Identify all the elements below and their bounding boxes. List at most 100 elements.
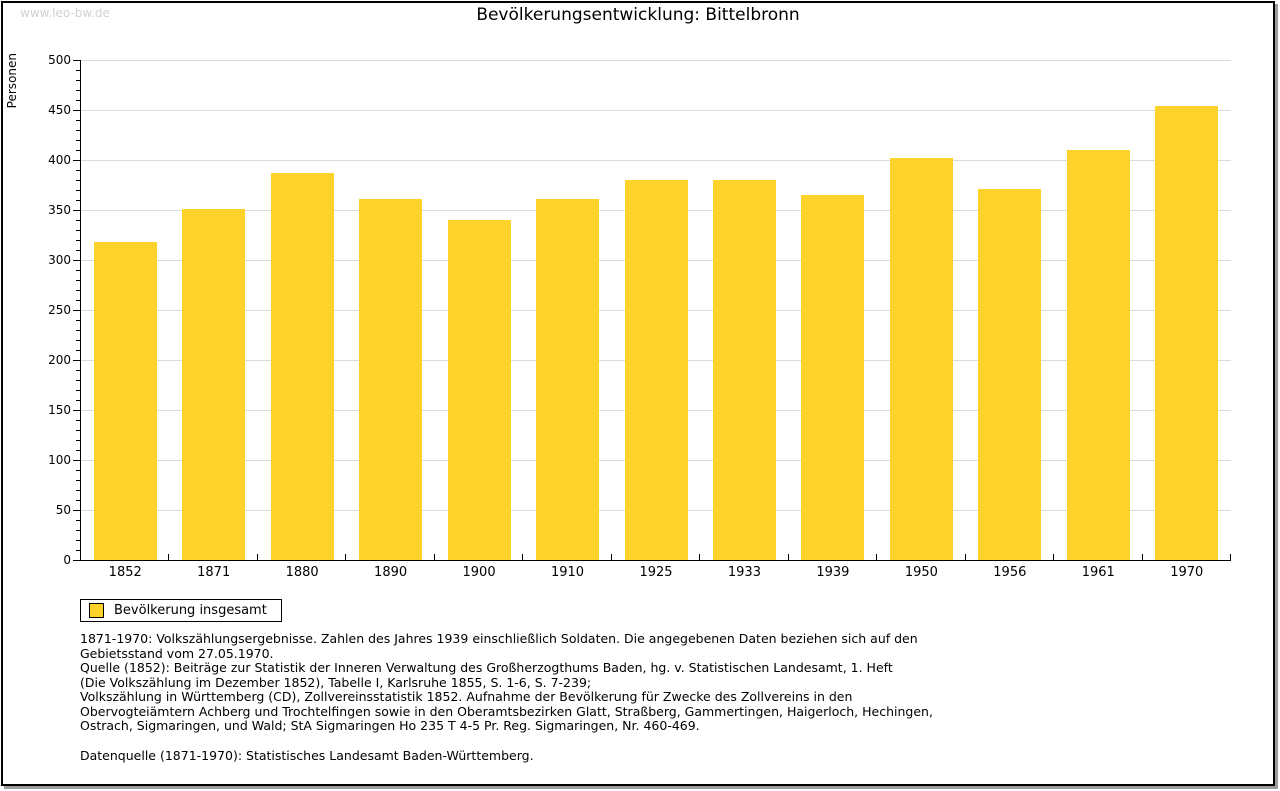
bar-1880 xyxy=(270,173,334,560)
y-tick-label-350: 350 xyxy=(48,203,71,217)
y-tick-label-0: 0 xyxy=(63,553,71,567)
bar-1961 xyxy=(1066,150,1130,560)
x-tick-label-1890: 1890 xyxy=(374,565,408,580)
source-notes: 1871-1970: Volkszählungsergebnisse. Zahl… xyxy=(80,631,1210,763)
x-boundary-tick-6 xyxy=(610,554,612,560)
y-minor-tick-380 xyxy=(76,180,80,181)
x-boundary-tick-5 xyxy=(522,554,524,560)
y-minor-tick-410 xyxy=(76,150,80,151)
y-major-tick-50 xyxy=(73,510,80,511)
y-tick-label-250: 250 xyxy=(48,303,71,317)
watermark: www.leo-bw.de xyxy=(20,6,110,20)
bar-1970 xyxy=(1155,106,1219,560)
x-tick-label-1950: 1950 xyxy=(904,565,938,580)
x-tick-label-1925: 1925 xyxy=(639,565,673,580)
note-line-1: 1871-1970: Volkszählungsergebnisse. Zahl… xyxy=(80,631,918,646)
x-tick-label-1939: 1939 xyxy=(816,565,850,580)
y-major-tick-100 xyxy=(73,460,80,461)
note-line-6: Obervogteiämtern Achberg und Trochtelfin… xyxy=(80,703,933,719)
y-minor-tick-30 xyxy=(76,530,80,531)
y-minor-tick-40 xyxy=(76,520,80,521)
note-line-7: Ostrach, Sigmaringen, und Wald; StA Sigm… xyxy=(80,718,700,733)
y-minor-tick-140 xyxy=(76,420,80,421)
y-minor-tick-340 xyxy=(76,220,80,221)
y-minor-tick-80 xyxy=(76,480,80,481)
y-minor-tick-270 xyxy=(76,290,80,291)
y-minor-tick-440 xyxy=(76,120,80,121)
y-major-tick-200 xyxy=(73,360,80,361)
y-minor-tick-260 xyxy=(76,300,80,301)
x-tick-label-1880: 1880 xyxy=(285,565,319,580)
x-tick-label-1910: 1910 xyxy=(550,565,585,580)
y-minor-tick-180 xyxy=(76,380,80,381)
y-major-tick-350 xyxy=(73,210,80,211)
legend: Bevölkerung insgesamt xyxy=(80,599,282,622)
bar-1871 xyxy=(182,209,246,560)
bar-1910 xyxy=(536,199,600,560)
note-line-5: Volkszählung in Württemberg (CD), Zollve… xyxy=(80,689,853,704)
y-tick-label-500: 500 xyxy=(48,53,71,67)
x-tick-label-1961: 1961 xyxy=(1081,565,1115,580)
gridline-y-500 xyxy=(81,60,1231,61)
y-tick-label-150: 150 xyxy=(48,403,71,417)
bar-1956 xyxy=(978,189,1042,560)
y-minor-tick-220 xyxy=(76,340,80,341)
bar-1900 xyxy=(447,220,511,560)
note-line-4: (Die Volkszählung im Dezember 1852), Tab… xyxy=(80,674,592,690)
bar-1950 xyxy=(889,158,953,560)
x-boundary-tick-3 xyxy=(345,554,347,560)
x-tick-label-1956: 1956 xyxy=(993,565,1027,580)
y-tick-label-100: 100 xyxy=(48,453,71,467)
y-minor-tick-360 xyxy=(76,200,80,201)
gridline-y-450 xyxy=(81,110,1231,111)
x-tick-label-1900: 1900 xyxy=(462,565,496,580)
y-minor-tick-20 xyxy=(76,540,80,541)
y-minor-tick-170 xyxy=(76,390,80,391)
y-major-tick-250 xyxy=(73,310,80,311)
y-minor-tick-70 xyxy=(76,490,80,491)
legend-swatch-icon xyxy=(89,603,104,618)
x-boundary-tick-12 xyxy=(1141,554,1143,560)
gridline-y-400 xyxy=(81,160,1231,161)
y-minor-tick-10 xyxy=(76,550,80,551)
y-tick-label-200: 200 xyxy=(48,353,71,367)
x-tick-label-1933: 1933 xyxy=(727,565,761,580)
y-minor-tick-110 xyxy=(76,450,80,451)
y-tick-label-50: 50 xyxy=(55,503,71,517)
y-tick-label-450: 450 xyxy=(48,103,71,117)
bar-1852 xyxy=(93,242,157,560)
y-minor-tick-190 xyxy=(76,370,80,371)
y-major-tick-0 xyxy=(73,560,80,561)
x-tick-label-1970: 1970 xyxy=(1170,565,1204,580)
y-major-tick-400 xyxy=(73,160,80,161)
x-boundary-tick-10 xyxy=(964,554,966,560)
y-major-tick-450 xyxy=(73,110,80,111)
y-major-tick-150 xyxy=(73,410,80,411)
y-minor-tick-240 xyxy=(76,320,80,321)
y-minor-tick-120 xyxy=(76,440,80,441)
y-minor-tick-470 xyxy=(76,90,80,91)
bar-1939 xyxy=(801,195,865,560)
plot-area: 0 50 100 150 200 250 300 350 400 450 500 1852 1871 18… xyxy=(48,53,1231,580)
y-minor-tick-230 xyxy=(76,330,80,331)
y-minor-tick-280 xyxy=(76,280,80,281)
y-minor-tick-490 xyxy=(76,70,80,71)
y-minor-tick-310 xyxy=(76,250,80,251)
y-minor-tick-90 xyxy=(76,470,80,471)
y-tick-label-400: 400 xyxy=(48,153,71,167)
note-line-2: Gebietsstand vom 27.05.1970. xyxy=(80,645,274,661)
y-minor-tick-390 xyxy=(76,170,80,171)
bar-1933 xyxy=(712,180,776,560)
y-minor-tick-430 xyxy=(76,130,80,131)
y-minor-tick-480 xyxy=(76,80,80,81)
y-minor-tick-130 xyxy=(76,430,80,431)
note-line-3: Quelle (1852): Beiträge zur Statistik de… xyxy=(80,660,893,675)
y-minor-tick-420 xyxy=(76,140,80,141)
x-boundary-tick-8 xyxy=(787,554,789,560)
x-tick-label-1852: 1852 xyxy=(108,565,142,580)
y-minor-tick-160 xyxy=(76,400,80,401)
x-boundary-tick-4 xyxy=(433,554,435,560)
y-tick-label-300: 300 xyxy=(48,253,71,267)
x-boundary-tick-1 xyxy=(168,554,170,560)
